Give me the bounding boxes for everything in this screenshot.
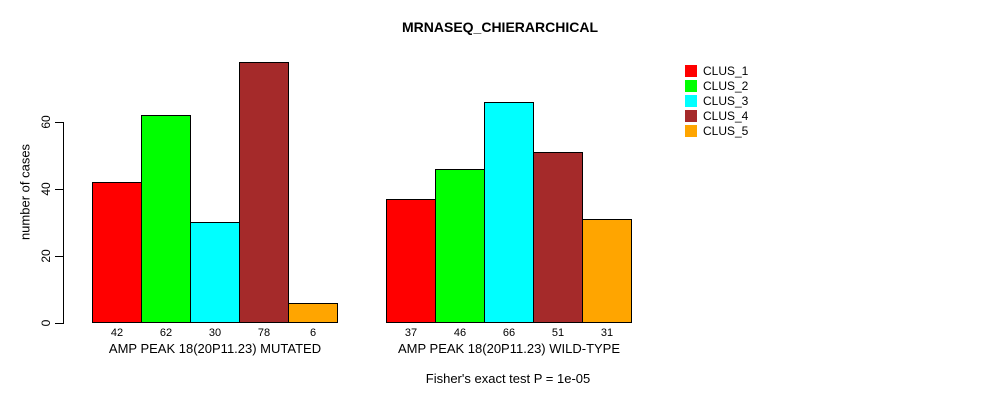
bar-value-label: 31 bbox=[600, 327, 614, 339]
y-axis-tick bbox=[55, 256, 63, 257]
bar-value-label: 46 bbox=[453, 327, 467, 339]
bar-clus_2-group2 bbox=[435, 169, 485, 323]
legend-swatch-clus_3 bbox=[685, 95, 697, 107]
bar-value-label: 6 bbox=[309, 327, 317, 339]
legend-label-clus_4: CLUS_4 bbox=[703, 109, 749, 123]
bar-value-label: 51 bbox=[551, 327, 565, 339]
legend-swatch-clus_1 bbox=[685, 65, 697, 77]
legend-swatch-clus_4 bbox=[685, 110, 697, 122]
y-axis-tick bbox=[55, 122, 63, 123]
bar-clus_5-group1 bbox=[288, 303, 338, 323]
y-axis-tick bbox=[55, 189, 63, 190]
bar-value-label: 62 bbox=[159, 327, 173, 339]
y-axis-label: number of cases bbox=[17, 143, 33, 241]
chart-title: MRNASEQ_CHIERARCHICAL bbox=[401, 19, 599, 35]
y-axis-tick-label: 60 bbox=[39, 115, 53, 129]
bar-value-label: 42 bbox=[110, 327, 124, 339]
bar-clus_4-group2 bbox=[533, 152, 583, 323]
y-axis-tick-label: 20 bbox=[39, 249, 53, 263]
bar-clus_5-group2 bbox=[582, 219, 632, 323]
bar-value-label: 37 bbox=[404, 327, 418, 339]
bar-clus_3-group2 bbox=[484, 102, 534, 323]
bar-value-label: 78 bbox=[257, 327, 271, 339]
legend-swatch-clus_5 bbox=[685, 125, 697, 137]
y-axis-line bbox=[63, 122, 64, 324]
bar-clus_1-group1 bbox=[92, 182, 142, 323]
legend-label-clus_2: CLUS_2 bbox=[703, 79, 749, 93]
group-label-1: AMP PEAK 18(20P11.23) MUTATED bbox=[108, 341, 322, 356]
legend-label-clus_5: CLUS_5 bbox=[703, 124, 749, 138]
bar-clus_3-group1 bbox=[190, 222, 240, 323]
bar-value-label: 30 bbox=[208, 327, 222, 339]
legend-label-clus_3: CLUS_3 bbox=[703, 94, 749, 108]
bar-clus_2-group1 bbox=[141, 115, 191, 323]
bar-value-label: 66 bbox=[502, 327, 516, 339]
fisher-test-annotation: Fisher's exact test P = 1e-05 bbox=[425, 371, 591, 386]
legend-label-clus_1: CLUS_1 bbox=[703, 64, 749, 78]
bar-clus_4-group1 bbox=[239, 62, 289, 323]
y-axis-tick bbox=[55, 323, 63, 324]
y-axis-tick-label: 40 bbox=[39, 182, 53, 196]
y-axis-tick-label: 0 bbox=[39, 319, 53, 327]
bar-clus_1-group2 bbox=[386, 199, 436, 323]
group-label-2: AMP PEAK 18(20P11.23) WILD-TYPE bbox=[397, 341, 621, 356]
legend-swatch-clus_2 bbox=[685, 80, 697, 92]
